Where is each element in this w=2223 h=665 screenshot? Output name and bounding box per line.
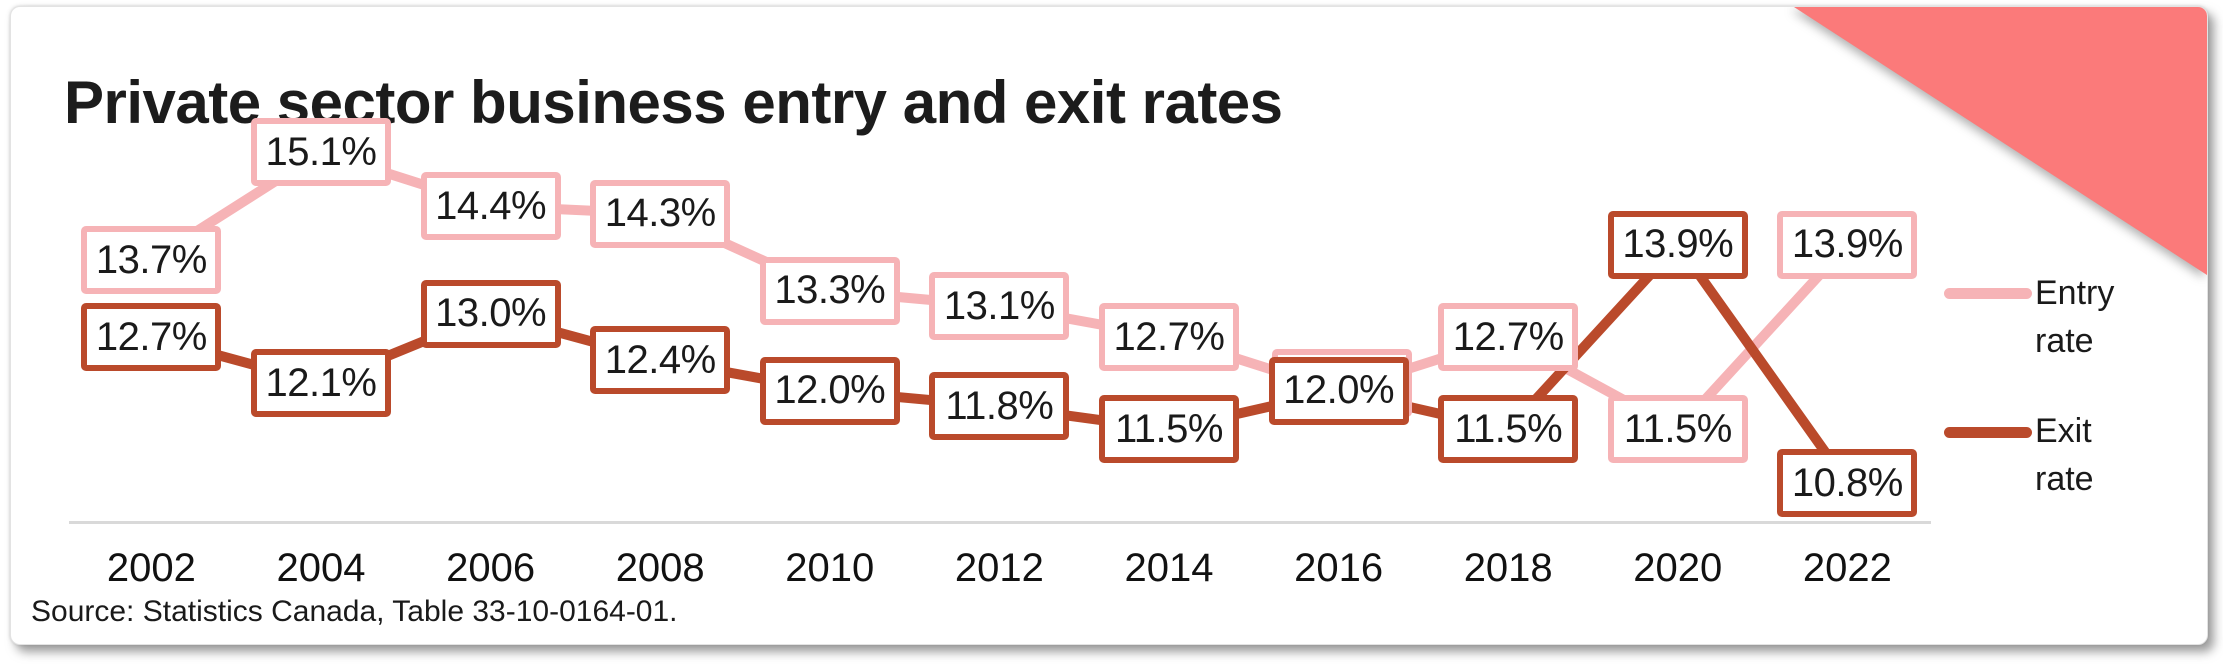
x-tick-2016: 2016: [1294, 546, 1384, 590]
value-label-entry-2012: 13.1%: [929, 272, 1070, 341]
value-label-entry-2022: 13.9%: [1777, 210, 1918, 279]
value-label-exit-2016: 12.0%: [1268, 356, 1409, 425]
plot-area: 13.7% 15.1% 14.4% 14.3% 13.3% 13.1% 12.7% 12.0%…: [11, 7, 2207, 644]
value-label-entry-2018: 12.7%: [1438, 303, 1579, 371]
value-label-exit-2002: 12.7%: [81, 303, 222, 371]
value-label-exit-2004: 12.1%: [251, 349, 391, 418]
x-tick-2010: 2010: [785, 546, 875, 590]
x-tick-2018: 2018: [1463, 546, 1553, 590]
x-tick-2002: 2002: [106, 546, 196, 590]
value-label-entry-2020: 11.5%: [1607, 395, 1748, 464]
value-label-entry-2004: 15.1%: [251, 118, 391, 187]
legend-label-entry-rate: Entry rate: [2035, 274, 2115, 360]
x-tick-2006: 2006: [446, 546, 536, 590]
value-label-exit-2008: 12.4%: [590, 326, 731, 395]
chart-card: Private sector business entry and exit r…: [10, 6, 2208, 645]
x-axis-line: [69, 521, 1931, 524]
x-tick-2004: 2004: [276, 546, 366, 590]
value-label-exit-2012: 11.8%: [929, 372, 1070, 441]
value-label-exit-2018: 11.5%: [1438, 395, 1579, 464]
x-tick-2012: 2012: [954, 546, 1044, 590]
x-tick-2022: 2022: [1802, 546, 1892, 590]
x-tick-2008: 2008: [615, 546, 705, 590]
value-label-entry-2008: 14.3%: [590, 179, 731, 248]
value-label-entry-2014: 12.7%: [1099, 303, 1239, 371]
value-label-exit-2010: 12.0%: [759, 356, 900, 425]
source-note: Source: Statistics Canada, Table 33-10-0…: [31, 595, 678, 628]
value-label-entry-2002: 13.7%: [81, 226, 222, 294]
entry-rate-line-swatch-icon: [1944, 288, 2032, 299]
x-tick-2014: 2014: [1124, 546, 1214, 590]
value-label-exit-2022: 10.8%: [1777, 449, 1918, 518]
value-label-exit-2014: 11.5%: [1099, 395, 1239, 464]
x-tick-2020: 2020: [1633, 546, 1723, 590]
value-label-entry-2010: 13.3%: [759, 256, 900, 325]
legend-label-exit-rate: Exit rate: [2035, 412, 2094, 498]
value-label-exit-2006: 13.0%: [420, 279, 561, 348]
value-label-entry-2006: 14.4%: [420, 172, 561, 241]
exit-rate-line-swatch-icon: [1944, 427, 2032, 438]
value-label-exit-2020: 13.9%: [1607, 210, 1748, 279]
